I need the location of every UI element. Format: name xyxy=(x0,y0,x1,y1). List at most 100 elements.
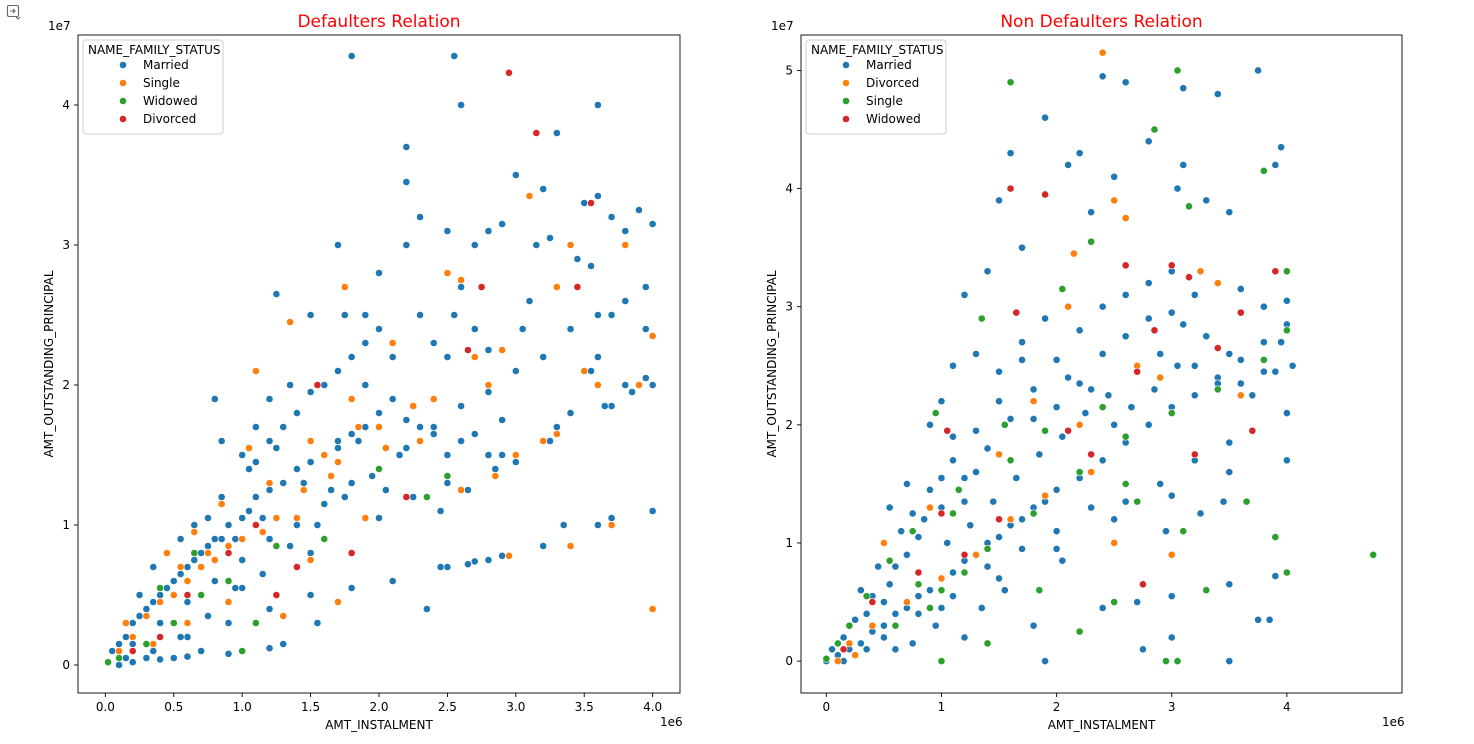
point-married xyxy=(525,297,534,305)
point-married xyxy=(856,639,865,648)
point-single xyxy=(163,549,171,557)
point-single xyxy=(511,451,520,459)
output-toggle-icon[interactable] xyxy=(6,4,22,20)
point-single xyxy=(1041,426,1049,435)
legend-box xyxy=(805,39,947,135)
point-married xyxy=(1202,332,1211,341)
point-single xyxy=(306,556,315,564)
y-tick-label: 5 xyxy=(785,63,793,77)
point-married xyxy=(1121,497,1130,506)
point-married xyxy=(511,171,520,179)
point-single xyxy=(327,472,336,480)
point-married xyxy=(286,542,294,550)
point-married xyxy=(190,521,199,529)
point-single xyxy=(648,605,657,613)
point-married xyxy=(1110,515,1119,524)
point-widowed xyxy=(251,619,260,627)
point-married xyxy=(937,397,946,406)
point-divorced xyxy=(879,539,888,547)
point-widowed xyxy=(1190,450,1199,459)
point-single xyxy=(1121,432,1130,441)
point-married xyxy=(1018,515,1026,524)
point-married xyxy=(210,577,219,585)
point-married xyxy=(856,586,865,595)
y-tick-label: 3 xyxy=(785,300,793,314)
point-married xyxy=(1225,208,1234,217)
point-single xyxy=(1075,468,1084,476)
point-married xyxy=(204,514,212,522)
point-single xyxy=(580,367,589,375)
point-married xyxy=(436,507,445,515)
point-single xyxy=(1179,527,1188,536)
point-single xyxy=(937,657,946,666)
point-married xyxy=(142,654,151,662)
point-divorced xyxy=(972,550,980,559)
y-tick-label: 1 xyxy=(785,536,793,550)
legend-marker-single xyxy=(842,97,850,105)
point-married xyxy=(395,451,404,459)
point-married xyxy=(470,241,479,249)
point-single xyxy=(1242,497,1251,506)
point-divorced xyxy=(587,199,595,207)
point-single xyxy=(429,395,438,403)
point-married xyxy=(224,649,233,658)
point-married xyxy=(388,577,397,585)
point-married xyxy=(258,514,267,522)
point-married xyxy=(375,409,383,417)
point-married xyxy=(347,430,356,438)
point-married xyxy=(217,437,226,445)
point-married xyxy=(972,350,980,358)
point-single xyxy=(190,528,199,536)
point-married xyxy=(641,374,650,382)
point-married xyxy=(361,339,370,347)
point-widowed xyxy=(1006,184,1015,193)
point-married xyxy=(943,539,952,547)
point-married xyxy=(1098,302,1107,311)
point-married xyxy=(347,584,356,592)
point-married xyxy=(340,311,349,319)
point-married xyxy=(1167,491,1176,500)
point-married xyxy=(1000,586,1009,595)
point-single xyxy=(1000,420,1009,429)
point-single xyxy=(293,514,301,522)
point-single xyxy=(1271,533,1280,541)
point-single xyxy=(1133,497,1142,506)
point-single xyxy=(960,568,969,577)
point-divorced xyxy=(505,68,513,77)
point-single xyxy=(457,486,465,494)
point-single xyxy=(862,592,871,601)
point-married xyxy=(231,535,240,543)
point-married xyxy=(115,661,123,669)
point-married xyxy=(197,647,206,655)
point-married xyxy=(851,615,860,624)
point-married xyxy=(874,562,883,571)
point-widowed xyxy=(320,535,329,543)
point-married xyxy=(532,241,541,249)
point-married xyxy=(828,645,836,654)
point-married xyxy=(995,533,1003,541)
point-married xyxy=(648,220,657,228)
point-married xyxy=(862,645,871,654)
point-married xyxy=(306,311,315,319)
point-married xyxy=(231,584,240,592)
point-married xyxy=(931,621,940,630)
point-married xyxy=(566,409,575,417)
point-single xyxy=(491,472,500,480)
legend-marker-widowed xyxy=(119,97,127,105)
point-single xyxy=(1259,166,1268,175)
point-divorced xyxy=(833,657,842,666)
point-married xyxy=(648,381,657,389)
point-married xyxy=(375,325,383,333)
point-married xyxy=(1236,379,1245,388)
point-divorced xyxy=(402,493,411,501)
point-married xyxy=(429,423,438,431)
point-single xyxy=(621,241,630,249)
point-single xyxy=(1035,586,1044,595)
point-married xyxy=(914,609,923,618)
point-married xyxy=(204,542,212,550)
point-married xyxy=(402,143,411,151)
point-married xyxy=(559,521,568,529)
point-widowed xyxy=(1133,367,1142,376)
point-married xyxy=(1225,580,1234,589)
point-married xyxy=(306,388,315,396)
